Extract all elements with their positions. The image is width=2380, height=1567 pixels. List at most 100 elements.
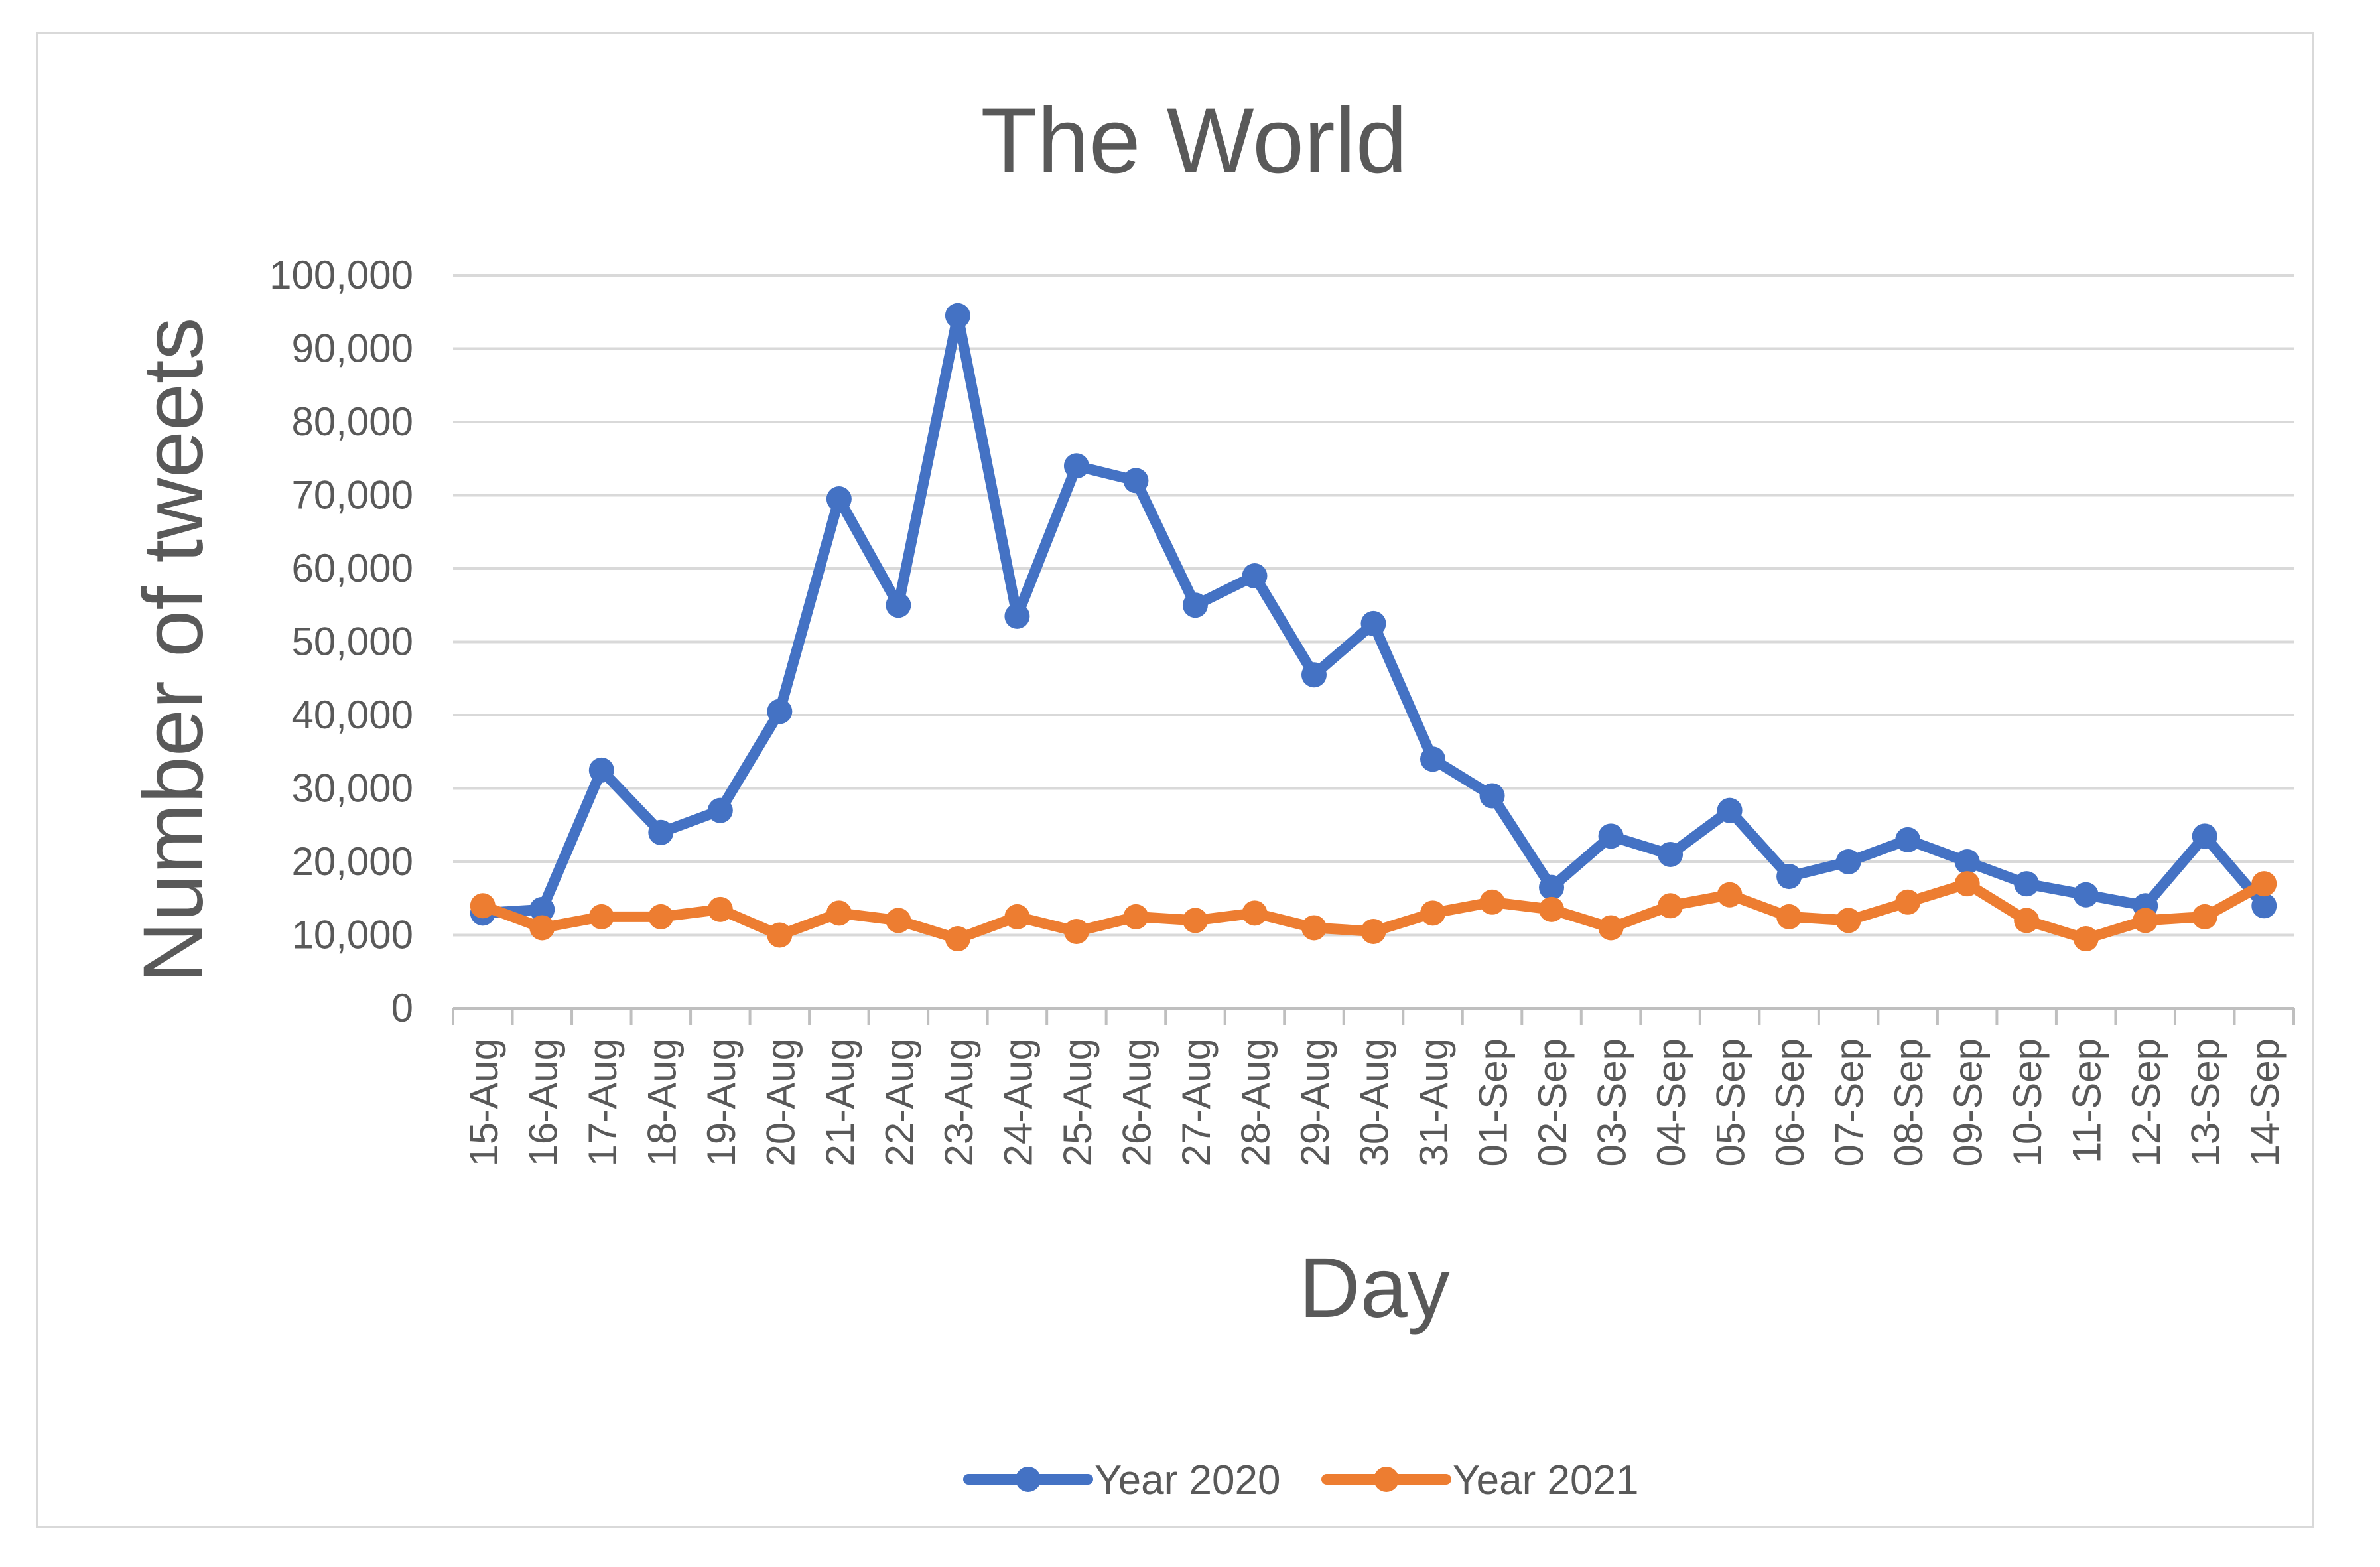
x-tick-label: 19-Aug [699, 1038, 744, 1166]
x-tick-label: 28-Aug [1233, 1038, 1278, 1166]
data-point [648, 819, 674, 845]
data-point [1420, 900, 1446, 926]
y-axis-tick-labels: 0 10,000 20,000 30,000 40,000 50,000 60,000 70,… [269, 253, 413, 1030]
x-tick-label: 26-Aug [1114, 1038, 1159, 1166]
data-point [529, 896, 555, 922]
x-tick-label: 18-Aug [639, 1038, 684, 1166]
data-point [1954, 849, 1980, 874]
data-point [1598, 823, 1624, 849]
data-point [2133, 908, 2158, 933]
data-point [2014, 871, 2040, 897]
x-tick-label: 03-Sep [1590, 1038, 1634, 1166]
data-point [2251, 893, 2277, 919]
x-tick-label: 09-Sep [1946, 1038, 1991, 1166]
data-point [1182, 908, 1208, 933]
data-point [1539, 896, 1565, 922]
y-axis-title: Number of tweets [126, 317, 221, 983]
x-tick-label: 29-Aug [1293, 1038, 1337, 1166]
x-tick-label: 23-Aug [937, 1038, 981, 1166]
data-point [1479, 889, 1505, 915]
x-tick-label: 25-Aug [1055, 1038, 1100, 1166]
data-point [648, 904, 674, 929]
data-point [767, 699, 793, 724]
chart-frame [36, 32, 2314, 1528]
data-point [1242, 563, 1268, 589]
x-tick-label: 13-Sep [2184, 1038, 2228, 1166]
x-tick-label: 31-Aug [1412, 1038, 1456, 1166]
data-point [1954, 871, 1980, 897]
x-tick-label: 04-Sep [1649, 1038, 1693, 1166]
data-point [1301, 662, 1327, 688]
x-tick-label: 11-Sep [2065, 1038, 2109, 1164]
y-tick-label: 10,000 [291, 913, 413, 957]
data-point [1063, 918, 1089, 944]
data-point [2251, 871, 2277, 897]
data-point [1242, 900, 1268, 926]
data-point [945, 303, 970, 328]
legend-label: Year 2020 [1094, 1458, 1280, 1503]
data-point [1420, 746, 1446, 772]
x-tick-label: 20-Aug [758, 1038, 803, 1166]
data-point [588, 757, 614, 783]
x-tick-label: 05-Sep [1709, 1038, 1753, 1166]
y-tick-label: 40,000 [291, 693, 413, 737]
y-tick-label: 30,000 [291, 766, 413, 811]
data-point [1360, 610, 1386, 636]
data-point [1182, 592, 1208, 618]
series-1 [470, 871, 2277, 952]
x-axis-tick-labels: 15-Aug 16-Aug 17-Aug 18-Aug 19-Aug 20-Aug 21-A… [462, 1038, 2287, 1166]
y-tick-label: 100,000 [269, 253, 413, 297]
y-tick-label: 20,000 [291, 839, 413, 884]
data-point [1895, 889, 1921, 915]
series-0 [470, 303, 2277, 926]
data-point [767, 922, 793, 948]
data-point [588, 904, 614, 929]
x-tick-label: 27-Aug [1174, 1038, 1219, 1166]
data-point [1895, 827, 1921, 852]
series-lines [470, 303, 2277, 952]
data-point [1360, 918, 1386, 944]
data-point [826, 486, 852, 512]
y-tick-label: 90,000 [291, 326, 413, 371]
legend-item-1: Year 2021 [1321, 1458, 1638, 1503]
data-point [1835, 908, 1861, 933]
legend: Year 2020 Year 2021 [963, 1458, 1638, 1503]
data-point [1004, 603, 1030, 629]
data-point [1063, 453, 1089, 479]
legend-marker [1374, 1467, 1399, 1492]
x-tick-label: 16-Aug [521, 1038, 565, 1166]
x-tick-label: 24-Aug [996, 1038, 1040, 1166]
axes [452, 1007, 2295, 1025]
x-tick-label: 30-Aug [1353, 1038, 1397, 1166]
x-tick-label: 01-Sep [1471, 1038, 1516, 1166]
data-point [1123, 904, 1149, 929]
data-point [1123, 468, 1149, 494]
data-point [1717, 882, 1743, 908]
legend-label: Year 2021 [1453, 1458, 1638, 1503]
data-point [1301, 915, 1327, 941]
x-tick-label: 10-Sep [2005, 1038, 2050, 1166]
data-point [707, 797, 733, 823]
x-tick-label: 08-Sep [1886, 1038, 1931, 1166]
data-point [1539, 874, 1565, 900]
x-tick-label: 17-Aug [580, 1038, 625, 1166]
x-tick-label: 22-Aug [877, 1038, 921, 1166]
y-tick-label: 80,000 [291, 399, 413, 444]
data-point [1776, 904, 1802, 929]
x-tick-label: 02-Sep [1530, 1038, 1575, 1166]
x-tick-label: 12-Sep [2124, 1038, 2168, 1166]
data-point [826, 900, 852, 926]
data-point [945, 926, 970, 952]
data-point [707, 896, 733, 922]
legend-item-0: Year 2020 [963, 1458, 1280, 1503]
data-point [2073, 926, 2099, 952]
y-tick-label: 50,000 [291, 620, 413, 664]
data-point [1776, 864, 1802, 890]
x-tick-label: 21-Aug [818, 1038, 862, 1166]
x-tick-label: 15-Aug [462, 1038, 506, 1166]
x-tick-label: 14-Sep [2243, 1038, 2287, 1166]
data-point [1479, 783, 1505, 809]
data-point [529, 915, 555, 941]
data-point [1598, 915, 1624, 941]
